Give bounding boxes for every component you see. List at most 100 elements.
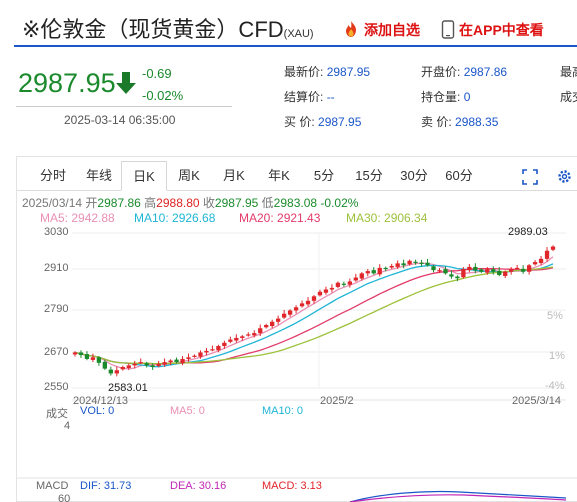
ohlc-high: 2988.80: [156, 196, 200, 210]
candle: [138, 362, 143, 364]
macd-dea-line: [349, 494, 567, 502]
candle: [550, 246, 556, 250]
period-tabs: 分时 年线 日K 周K 月K 年K 5分 15分 30分 60分: [17, 161, 577, 191]
candle: [299, 303, 305, 307]
ma10-line: [74, 263, 554, 368]
ohlc-close: 2987.95: [214, 196, 259, 210]
candle: [78, 352, 84, 356]
volume-section-label: 成交: [46, 408, 68, 420]
ohlc-open-label: 开: [85, 196, 98, 210]
macd-dif: DIF: 31.73: [80, 480, 132, 492]
candle: [144, 363, 149, 366]
candle: [437, 270, 442, 272]
candle: [455, 276, 460, 279]
candle: [84, 354, 90, 359]
candle: [287, 310, 293, 315]
view-in-app-label: 在APP中查看: [459, 22, 544, 38]
tab-week-k[interactable]: 周K: [178, 168, 200, 183]
open-price-label: 开盘价:: [421, 65, 461, 79]
current-price: 2987.95: [18, 68, 116, 98]
quote-timestamp: 2025-03-14 06:35:00: [64, 113, 176, 127]
ma5-legend: MA5: 2942.88: [40, 211, 115, 225]
candle: [383, 267, 388, 270]
candle: [168, 360, 173, 363]
tab-60min[interactable]: 60分: [445, 168, 473, 183]
tab-month-k[interactable]: 月K: [223, 168, 245, 183]
settle-price-value: --: [326, 90, 335, 104]
ma30-legend: MA30: 2906.34: [346, 211, 428, 225]
tab-minute[interactable]: 分时: [39, 168, 66, 183]
candle: [281, 313, 287, 318]
candle: [389, 265, 394, 268]
volume-ma5: MA5: 0: [170, 405, 205, 417]
candle: [377, 267, 382, 275]
macd-dea: DEA: 30.16: [170, 480, 227, 492]
candle: [162, 362, 167, 365]
tab-year-k[interactable]: 年K: [268, 168, 290, 183]
candle: [90, 357, 96, 360]
pct-tick-label: -4%: [545, 380, 565, 392]
candle: [246, 334, 251, 336]
ohlc-open: 2987.86: [97, 196, 141, 210]
open-interest-value: 0: [463, 90, 471, 104]
candle: [234, 337, 239, 341]
candle: [479, 269, 484, 272]
candle: [240, 336, 245, 338]
candle: [544, 250, 550, 259]
tab-5min[interactable]: 5分: [313, 168, 335, 183]
view-in-app-button[interactable]: 在APP中查看: [441, 20, 544, 40]
volume-axis-label: 4: [64, 420, 71, 432]
expand-icon[interactable]: [522, 169, 538, 185]
macd-dif-line: [349, 490, 567, 502]
sell-price-field: 卖 价: 2988.35: [421, 113, 498, 130]
gear-icon[interactable]: [556, 168, 573, 185]
candle: [305, 300, 311, 305]
candle: [449, 274, 454, 277]
price-change-percent: -0.02%: [142, 88, 184, 103]
y-tick-label: 2670: [44, 346, 69, 358]
add-watchlist-button[interactable]: 添加自选: [342, 20, 420, 40]
candle: [467, 266, 472, 271]
macd-lines: [349, 490, 567, 502]
tab-year-line[interactable]: 年线: [85, 168, 112, 183]
candle: [532, 262, 538, 265]
latest-price-value: 2987.95: [326, 65, 371, 79]
min-price-label: 2583.01: [108, 382, 148, 394]
ma10-legend: MA10: 2926.68: [134, 211, 216, 225]
candle: [407, 260, 412, 265]
high-price-label: 最高: [560, 65, 577, 79]
page-title-code: (XAU): [283, 28, 314, 40]
phone-icon: [441, 20, 455, 39]
candle: [228, 339, 233, 342]
candle: [252, 333, 257, 336]
page-title: ※伦敦金（现货黄金）CFD(XAU): [22, 17, 314, 42]
candle: [258, 328, 263, 334]
ohlc-high-label: 高: [144, 196, 157, 210]
sell-price-value: 2988.35: [455, 115, 499, 129]
candle: [335, 282, 341, 287]
candle: [150, 365, 155, 368]
candle: [503, 271, 508, 276]
pct-tick-label: 5%: [547, 310, 563, 322]
candle: [180, 358, 185, 364]
settle-price-field: 结算价: --: [284, 88, 335, 105]
x-tick-label: 2024/12/13: [73, 395, 129, 407]
candle: [132, 363, 137, 366]
down-arrow-icon: [116, 72, 136, 94]
ma20-line: [74, 267, 554, 365]
tab-15min[interactable]: 15分: [355, 168, 383, 183]
macd-value: MACD: 3.13: [262, 480, 322, 492]
y-tick-label: 2790: [44, 303, 69, 315]
tab-day-k[interactable]: 日K: [121, 161, 167, 191]
candle: [538, 258, 544, 264]
tab-30min[interactable]: 30分: [400, 168, 428, 183]
buy-price-field: 买 价: 2987.95: [284, 113, 361, 130]
y-tick-label: 2910: [44, 262, 69, 274]
candle: [120, 367, 125, 370]
candle: [395, 263, 400, 267]
ohlc-percent: -0.02%: [320, 196, 359, 210]
y-tick-label: 3030: [44, 226, 69, 238]
deal-volume-label: 成交: [560, 90, 577, 104]
candle: [156, 363, 161, 367]
